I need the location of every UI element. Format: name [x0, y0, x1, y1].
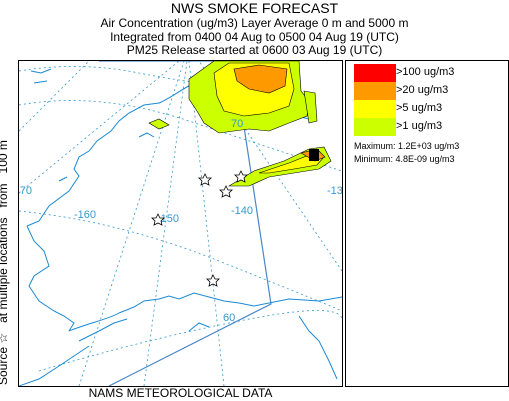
meteorological-data-label: NAMS METEOROLOGICAL DATA: [88, 386, 273, 400]
legend-item-20: >20 ug/m3: [354, 82, 504, 100]
locations-label: at multiple locations: [0, 217, 10, 323]
integration-period: Integrated from 0400 04 Aug to 0500 04 A…: [110, 30, 399, 44]
west-coast: [26, 82, 195, 227]
kotzebue-coast: [138, 132, 155, 138]
source-star-icon: [219, 185, 233, 198]
legend-minimum: Minimum: 4.8E-09 ug/m3: [354, 154, 455, 164]
legend-swatch: [354, 118, 396, 136]
legend-label: >20 ug/m3: [396, 84, 449, 96]
legend-item-100: >100 ug/m3: [354, 64, 504, 82]
wrangel-coast: [33, 80, 48, 84]
legend-item-5: >5 ug/m3: [354, 100, 504, 118]
smoke-plume-north: [148, 61, 318, 134]
aleutian-coast: [19, 345, 90, 386]
lon-label-m150: -150: [157, 213, 179, 225]
lon-label-m140: -140: [231, 205, 253, 217]
lat-60-line: [38, 310, 342, 372]
legend-swatch: [354, 82, 396, 100]
bristol-bay-coast: [26, 225, 75, 332]
lon-m170-line: [19, 61, 180, 194]
panhandle-coast: [298, 315, 338, 380]
lon-label-m130: -130: [327, 185, 342, 197]
legend-swatch: [354, 100, 396, 118]
source-label: Source ☆: [0, 333, 10, 385]
source-star-icon: [151, 213, 165, 226]
legend-label: >5 ug/m3: [396, 102, 443, 114]
lon-label-m170: -170: [19, 185, 32, 197]
lat-label-60: 60: [223, 312, 235, 324]
chukotka-coast: [30, 68, 52, 74]
legend-label: >100 ug/m3: [396, 66, 455, 78]
peninsula-coast: [78, 318, 128, 342]
legend-label: >1 ug/m3: [396, 120, 443, 132]
height-label: 100 m: [0, 140, 10, 174]
source-star-icon: [206, 274, 220, 287]
legend-item-1: >1 ug/m3: [354, 118, 504, 136]
smoke-plume-east: [227, 146, 332, 187]
legend-maximum: Maximum: 1.2E+03 ug/m3: [354, 141, 460, 151]
gulf-coast: [68, 292, 342, 332]
legend-panel: >100 ug/m3 >20 ug/m3 >5 ug/m3 >1 ug/m3 M…: [345, 60, 509, 387]
source-star-icon: [234, 170, 248, 183]
lon-label-m160: -160: [74, 209, 96, 221]
map-title: NWS SMOKE FORECAST: [170, 0, 339, 16]
st-lawrence-coast: [58, 176, 68, 182]
source-stars: [151, 170, 248, 287]
from-label: from: [0, 183, 10, 208]
lon-m180-line: [19, 61, 90, 132]
legend-swatch: [354, 64, 396, 82]
lat-label-70: 70: [231, 118, 243, 130]
source-star-icon: [198, 173, 212, 186]
lat-65-line: [19, 210, 342, 312]
side-label: Source ☆ at multiple locations from 100 m: [0, 60, 10, 385]
release-info: PM25 Release started at 0600 03 Aug 19 (…: [126, 43, 383, 57]
kodiak-coast: [188, 322, 210, 332]
map-svg: 70 60 -170 -160 -150 -140 -130: [19, 61, 342, 386]
concentration-description: Air Concentration (ug/m3) Layer Average …: [100, 16, 409, 30]
map-panel: 70 60 -170 -160 -150 -140 -130: [18, 60, 343, 387]
lat-75-line: [19, 66, 280, 92]
